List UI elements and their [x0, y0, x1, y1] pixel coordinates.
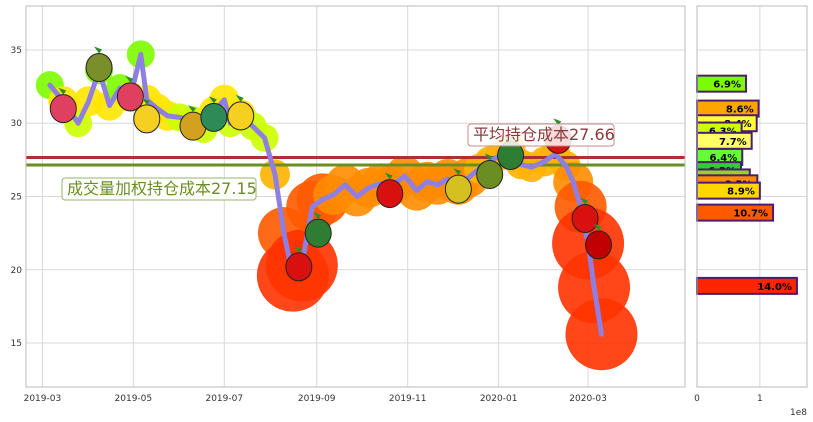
fruit-leaf-icon: [94, 46, 103, 54]
y-tick-label: 35: [11, 46, 22, 56]
volume-profile-label: 6.4%: [710, 153, 738, 164]
fruit-leaf-icon: [125, 75, 134, 83]
x-tick-label: 2019-11: [389, 394, 427, 404]
x-tick-label: 2020-03: [569, 394, 607, 404]
side-plot-frame: [696, 5, 808, 388]
side-x-tick-label: 1: [757, 394, 763, 404]
fruit-leaf-icon: [293, 245, 302, 253]
volume-profile-panel: 011e86.9%8.6%8.4%6.3%7.7%6.4%6.2%7.4%8.5…: [694, 5, 808, 418]
fruit-icon: [85, 53, 113, 83]
fruit-leaf-icon: [58, 87, 67, 95]
fruit-icon: [585, 230, 613, 260]
plot-frame: [25, 5, 686, 388]
x-tick-label: 2020-01: [480, 394, 518, 404]
cost-label-text: 成交量加权持仓成本27.15: [67, 179, 257, 198]
fruit-leaf-icon: [580, 197, 589, 205]
side-x-tick-label: 0: [694, 394, 700, 404]
x-tick-label: 2019-09: [298, 394, 336, 404]
fruit-leaf-icon: [141, 97, 150, 105]
price-line: [47, 51, 604, 337]
y-tick-label: 20: [11, 266, 23, 276]
volume-profile-label: 6.9%: [713, 80, 741, 91]
fruit-icon: [285, 252, 313, 282]
x-tick-label: 2019-03: [24, 394, 62, 404]
fruit-icon: [304, 218, 332, 248]
x-tick-label: 2019-05: [115, 394, 153, 404]
side-axis-exponent: 1e8: [790, 408, 807, 418]
cost-label-box: [467, 123, 615, 147]
fruit-leaf-icon: [235, 94, 244, 102]
y-tick-label: 15: [11, 339, 22, 349]
fruit-icon: [571, 203, 599, 233]
cost-label-text: 平均持仓成本27.66: [473, 125, 615, 144]
volume-profile-label: 8.6%: [726, 105, 754, 116]
volume-profile-label: 14.0%: [757, 282, 792, 293]
fruit-leaf-icon: [593, 223, 602, 231]
fruit-icon: [133, 104, 161, 134]
cost-label-box: [61, 177, 257, 201]
y-tick-label: 25: [11, 193, 22, 203]
fruit-leaf-icon: [453, 168, 462, 176]
fruit-icon: [49, 94, 77, 124]
main-price-panel: 15 20 25 30 35 2019-03 2019-05 2019-07 2019-09 20…: [11, 5, 686, 404]
y-tick-label: 30: [11, 119, 23, 129]
fruit-leaf-icon: [484, 153, 493, 161]
fruit-leaf-icon: [384, 172, 393, 180]
fruit-leaf-icon: [187, 105, 196, 113]
fruit-icon: [444, 174, 472, 204]
x-tick-label: 2019-07: [205, 394, 243, 404]
volume-profile-label: 7.7%: [719, 137, 747, 148]
fruit-icon: [476, 160, 504, 190]
fruit-icon: [200, 102, 228, 132]
volume-profile-label: 8.9%: [727, 187, 755, 198]
fruit-leaf-icon: [208, 96, 217, 104]
volume-profile-label: 10.7%: [733, 209, 768, 220]
fruit-icon: [376, 179, 404, 209]
fruit-icon: [227, 101, 255, 131]
fruit-leaf-icon: [313, 212, 322, 220]
